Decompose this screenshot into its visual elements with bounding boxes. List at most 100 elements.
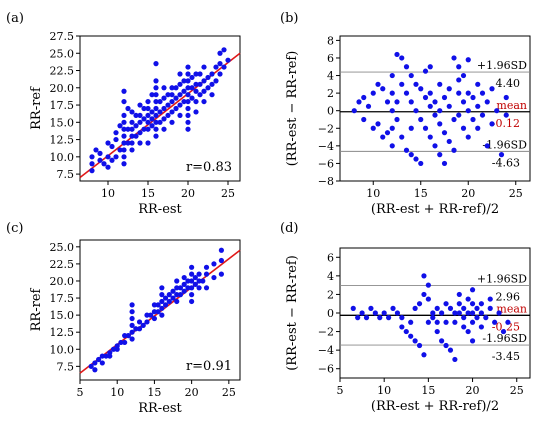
data-point	[399, 81, 405, 87]
data-point	[456, 64, 462, 70]
y-axis-label: RR-ref	[29, 287, 44, 331]
y-tick-label: 20.0	[50, 82, 75, 95]
data-point	[461, 324, 467, 330]
data-point	[159, 298, 165, 305]
data-point	[465, 90, 471, 96]
data-point	[201, 98, 207, 105]
data-point	[200, 278, 206, 284]
data-point	[437, 121, 443, 127]
data-point	[465, 310, 471, 316]
data-point	[125, 126, 131, 132]
data-point	[118, 339, 124, 346]
correlation-annotation: r=0.83	[186, 160, 232, 175]
data-point	[162, 302, 169, 308]
data-point	[484, 99, 490, 105]
panel-b: (b) 10 15 20 25 −8 −6 −4 −2 0 2 4 6 8 (RR-est + RR-ref…	[280, 11, 531, 217]
y-tick-label: 22.5	[50, 65, 75, 78]
data-point	[166, 298, 172, 305]
data-point	[452, 356, 458, 363]
y-tick-label: −6	[318, 363, 334, 376]
data-point	[460, 125, 467, 131]
data-point	[177, 112, 183, 119]
data-point	[456, 90, 462, 96]
reference-line-value: 4.40	[496, 77, 521, 90]
data-point	[189, 271, 195, 277]
data-point	[478, 310, 484, 316]
data-point	[201, 64, 207, 70]
data-point	[189, 292, 195, 298]
data-point	[421, 352, 427, 358]
data-point	[437, 81, 443, 87]
data-point	[380, 134, 386, 140]
data-point	[185, 285, 191, 291]
data-point	[165, 112, 171, 119]
data-point	[434, 305, 440, 311]
data-point	[437, 152, 443, 158]
data-point	[413, 108, 419, 114]
data-point	[133, 112, 139, 119]
data-point	[427, 103, 433, 109]
data-point	[136, 326, 143, 332]
data-point	[157, 109, 163, 115]
data-point	[412, 305, 418, 311]
data-point	[479, 112, 486, 118]
data-point	[137, 112, 143, 119]
data-point	[121, 98, 127, 105]
data-point	[465, 108, 471, 114]
data-point	[443, 319, 449, 325]
reference-line-value: -4.63	[492, 156, 520, 169]
data-point	[456, 77, 462, 83]
data-point	[153, 98, 159, 105]
y-tick-label: 12.5	[50, 134, 75, 147]
data-point	[141, 126, 147, 132]
data-point	[133, 133, 139, 139]
data-point	[475, 125, 481, 131]
data-point	[479, 90, 486, 96]
y-tick-label: −2	[318, 326, 334, 339]
data-point	[361, 116, 367, 123]
data-point	[408, 333, 414, 339]
data-point	[452, 319, 458, 325]
data-point	[129, 119, 135, 125]
data-point	[159, 305, 165, 311]
x-tick-label: 10	[377, 384, 391, 397]
data-point	[189, 95, 195, 101]
data-point	[394, 99, 400, 105]
y-tick-label: −4	[318, 140, 334, 153]
data-point	[197, 92, 203, 98]
data-point	[185, 278, 191, 284]
data-point	[465, 296, 471, 302]
data-point	[503, 94, 509, 101]
data-point	[159, 292, 165, 298]
data-point	[185, 105, 191, 112]
data-point	[389, 143, 395, 149]
data-point	[107, 350, 113, 356]
data-point	[151, 315, 158, 322]
data-point	[113, 154, 119, 160]
y-axis-label: (RR-est − RR-ref)	[285, 51, 300, 167]
data-point	[196, 278, 202, 284]
data-point	[137, 130, 143, 136]
data-point	[129, 109, 135, 115]
data-point	[446, 138, 452, 145]
data-point	[155, 302, 161, 308]
data-point	[153, 112, 159, 119]
data-point	[196, 285, 202, 291]
x-tick-label: 20	[185, 386, 199, 399]
x-tick-label: 10	[110, 386, 124, 399]
data-point	[203, 285, 210, 291]
data-point	[177, 292, 184, 298]
x-axis-label: RR-est	[138, 401, 182, 416]
data-point	[173, 85, 179, 91]
data-point	[500, 328, 507, 335]
data-point	[416, 301, 423, 307]
data-point	[221, 47, 227, 53]
y-tick-label: 10.0	[50, 151, 75, 164]
data-point	[465, 134, 471, 140]
data-point	[399, 55, 405, 61]
data-point	[193, 88, 199, 94]
data-point	[421, 291, 427, 298]
data-point	[489, 86, 495, 92]
data-point	[121, 161, 127, 167]
data-point	[209, 71, 215, 77]
